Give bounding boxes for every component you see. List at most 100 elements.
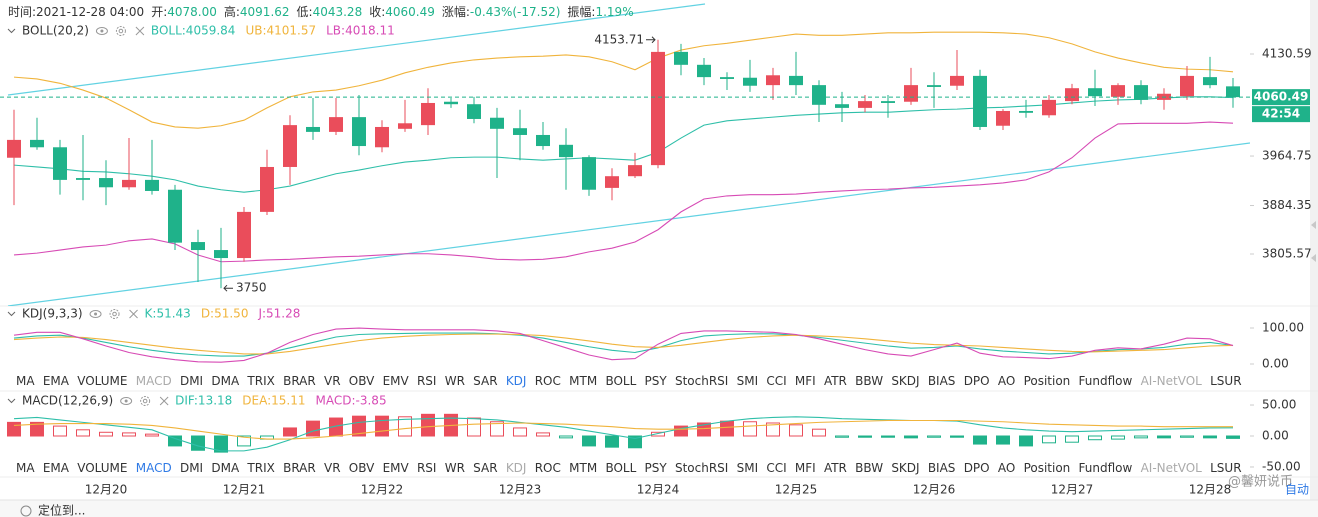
indicator-tab[interactable]: StochRSI	[674, 374, 729, 388]
indicator-tab[interactable]: EMV	[382, 374, 409, 388]
indicator-tab[interactable]: VR	[323, 374, 341, 388]
legend-item: LB:4018.11	[326, 24, 395, 38]
x-tick-label: 12月28	[1189, 483, 1232, 497]
indicator-tab[interactable]: RSI	[416, 374, 437, 388]
indicator-tab[interactable]: ROC	[534, 374, 561, 388]
high-annotation: 4153.71	[594, 32, 644, 46]
indicator-tab[interactable]: MFI	[794, 374, 816, 388]
indicator-tab[interactable]: DMA	[211, 461, 240, 475]
auto-toggle[interactable]: 自动	[1285, 483, 1309, 497]
candle-body	[996, 110, 1010, 126]
indicator-tab[interactable]: MACD	[135, 374, 172, 388]
indicator-tab[interactable]: KDJ	[505, 374, 527, 388]
macd-bar	[743, 421, 757, 437]
indicator-tab[interactable]: BRAR	[283, 461, 316, 475]
settings-icon	[115, 26, 126, 36]
locate-link[interactable]: 定位到...	[38, 503, 85, 517]
indicator-tab[interactable]: SKDJ	[891, 461, 920, 475]
indicator-tab[interactable]: MA	[16, 374, 35, 388]
indicator-tab[interactable]: MTM	[569, 374, 598, 388]
indicator-tab[interactable]: DMA	[211, 374, 240, 388]
candle-body	[674, 51, 688, 65]
candle-body	[605, 176, 619, 188]
indicator-tab[interactable]: AO	[997, 461, 1016, 475]
candle-body	[1065, 88, 1079, 102]
x-tick-label: 12月27	[1051, 483, 1094, 497]
indicator-tab[interactable]: RSI	[416, 461, 437, 475]
indicator-tab[interactable]: MTM	[569, 461, 598, 475]
indicator-tab[interactable]: Fundflow	[1078, 461, 1133, 475]
indicator-tab[interactable]: BBW	[855, 461, 884, 475]
indicator-tab[interactable]: MACD	[135, 461, 172, 475]
indicator-tab[interactable]: BOLL	[605, 374, 637, 388]
indicator-tab[interactable]: SMI	[736, 374, 759, 388]
indicator-tab[interactable]: OBV	[348, 374, 375, 388]
indicator-tab[interactable]: KDJ	[505, 461, 527, 475]
macd-bar	[628, 435, 642, 449]
indicator-tab[interactable]: BBW	[855, 374, 884, 388]
macd-bar	[421, 413, 435, 437]
indicator-tab[interactable]: DMI	[179, 374, 204, 388]
macd-bar	[1226, 435, 1240, 439]
indicator-tab[interactable]: BOLL	[605, 461, 637, 475]
header-item: 收:4060.49	[369, 5, 435, 19]
candle-body	[76, 178, 90, 180]
indicator-tab[interactable]: EMA	[42, 461, 69, 475]
indicator-tab[interactable]: LSUR	[1210, 461, 1242, 475]
indicator-tab[interactable]: DPO	[963, 461, 990, 475]
indicator-tab[interactable]: OBV	[348, 461, 375, 475]
indicator-tab[interactable]: MA	[16, 461, 35, 475]
indicator-tab[interactable]: DPO	[963, 374, 990, 388]
candle-body	[559, 144, 573, 158]
indicator-tab[interactable]: PSY	[644, 374, 667, 388]
indicator-tab[interactable]: MFI	[794, 461, 816, 475]
candle-body	[398, 123, 412, 129]
close-icon	[129, 309, 138, 319]
countdown-box	[1252, 106, 1310, 123]
indicator-tab[interactable]: EMA	[42, 374, 69, 388]
indicator-tab[interactable]: TRIX	[247, 374, 275, 388]
indicator-tab[interactable]: TRIX	[247, 461, 275, 475]
indicator-tab[interactable]: EMV	[382, 461, 409, 475]
collapse-icon	[7, 28, 16, 34]
price-plot	[0, 31, 1250, 289]
header-value: 4091.62	[240, 5, 290, 19]
macd-bar	[582, 435, 596, 447]
indicator-tab[interactable]: BRAR	[283, 374, 316, 388]
indicator-tab[interactable]: WR	[444, 374, 465, 388]
indicator-tab[interactable]: ATR	[823, 461, 847, 475]
indicator-tab[interactable]: ATR	[823, 374, 847, 388]
indicator-tab[interactable]: LSUR	[1210, 374, 1242, 388]
indicator-tab[interactable]: PSY	[644, 461, 667, 475]
indicator-tab[interactable]: SAR	[473, 461, 498, 475]
indicator-tab[interactable]: AI-NetVOL	[1140, 461, 1202, 475]
settings-icon-core	[118, 28, 124, 34]
indicator-tab[interactable]: ROC	[534, 461, 561, 475]
indicator-tab[interactable]: SKDJ	[891, 374, 920, 388]
indicator-tab[interactable]: CCI	[766, 374, 787, 388]
indicator-tab[interactable]: DMI	[179, 461, 204, 475]
indicator-tab[interactable]: BIAS	[927, 461, 956, 475]
indicator-tab[interactable]: Fundflow	[1078, 374, 1133, 388]
indicator-line	[13, 31, 1234, 129]
indicator-tab[interactable]: CCI	[766, 461, 787, 475]
indicator-tab[interactable]: VOLUME	[77, 461, 128, 475]
macd-bar	[1134, 435, 1148, 439]
macd-bar	[30, 421, 44, 437]
indicator-name: MACD(12,26,9)	[22, 394, 113, 408]
candle-body	[858, 101, 872, 108]
legend-item: BOLL:4059.84	[151, 24, 236, 38]
indicator-tab[interactable]: StochRSI	[674, 461, 729, 475]
legend-row: KDJ(9,3,3) K:51.43 D:51.50 J:51.28	[7, 307, 300, 321]
indicator-tab[interactable]: Position	[1023, 374, 1071, 388]
indicator-tab[interactable]: SAR	[473, 374, 498, 388]
indicator-tab[interactable]: AI-NetVOL	[1140, 374, 1202, 388]
macd-bar	[145, 433, 159, 437]
indicator-tab[interactable]: VOLUME	[77, 374, 128, 388]
indicator-tab[interactable]: WR	[444, 461, 465, 475]
indicator-tab[interactable]: BIAS	[927, 374, 956, 388]
indicator-tab[interactable]: VR	[323, 461, 341, 475]
indicator-tab[interactable]: Position	[1023, 461, 1071, 475]
indicator-tab[interactable]: AO	[997, 374, 1016, 388]
indicator-tab[interactable]: SMI	[736, 461, 759, 475]
